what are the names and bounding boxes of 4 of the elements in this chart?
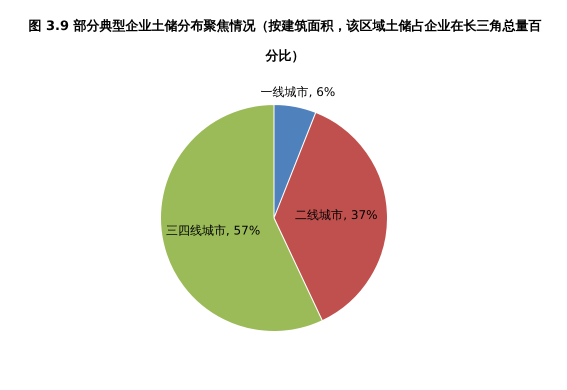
chart-title: 图 3.9 部分典型企业土储分布聚焦情况（按建筑面积，该区域土储占企业在长三角总量百分比）	[27, 18, 543, 66]
slice-label: 三四线城市, 57%	[166, 224, 260, 238]
slice-label: 二线城市, 37%	[295, 208, 378, 222]
slice-label: 一线城市, 6%	[260, 84, 336, 99]
